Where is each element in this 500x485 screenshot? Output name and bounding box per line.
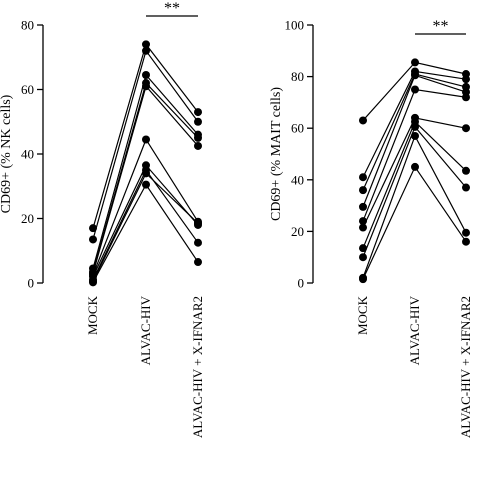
data-point bbox=[411, 58, 419, 67]
data-point bbox=[411, 85, 419, 94]
y-tick-label: 60 bbox=[21, 82, 34, 97]
x-category-label: ALVAC-HIV bbox=[407, 295, 422, 365]
x-category-label: ALVAC-HIV bbox=[138, 295, 153, 365]
y-tick-label: 80 bbox=[291, 69, 304, 84]
data-point bbox=[194, 108, 202, 117]
data-point bbox=[359, 275, 367, 284]
y-tick-label: 0 bbox=[298, 276, 305, 291]
y-axis-label: CD69+ (% MAIT cells) bbox=[269, 87, 284, 221]
y-tick-label: 80 bbox=[21, 18, 34, 33]
x-category-label: ALVAC-HIV + X-IFNAR2 bbox=[458, 296, 473, 438]
x-category-label: ALVAC-HIV + X-IFNAR2 bbox=[190, 296, 205, 438]
data-point bbox=[142, 169, 150, 178]
x-category-label: MOCK bbox=[355, 295, 370, 335]
data-point bbox=[194, 141, 202, 150]
data-point bbox=[194, 238, 202, 247]
data-point bbox=[462, 124, 470, 133]
chart-nk-cells: 0 20 40 60 80 CD69+ (% NK cells) MOCK ALVAC-HIV… bbox=[0, 0, 205, 438]
y-tick-label: 40 bbox=[21, 147, 34, 162]
data-point bbox=[359, 244, 367, 253]
data-point bbox=[142, 135, 150, 144]
data-point bbox=[411, 71, 419, 80]
data-point bbox=[142, 46, 150, 55]
y-tick-label: 60 bbox=[291, 121, 304, 136]
y-tick-label: 20 bbox=[291, 224, 304, 239]
series-line bbox=[362, 134, 467, 279]
series-line bbox=[92, 85, 199, 274]
data-point bbox=[89, 235, 97, 244]
significance-label: ** bbox=[433, 18, 449, 35]
data-point bbox=[142, 70, 150, 79]
data-point bbox=[411, 131, 419, 140]
significance-label: ** bbox=[164, 0, 180, 17]
y-axis-label: CD69+ (% NK cells) bbox=[0, 94, 14, 213]
data-point bbox=[462, 183, 470, 192]
series-line bbox=[92, 172, 199, 282]
data-point bbox=[359, 186, 367, 195]
data-point bbox=[411, 162, 419, 171]
y-tick-label: 0 bbox=[28, 276, 35, 291]
data-point bbox=[359, 202, 367, 211]
data-point bbox=[462, 75, 470, 84]
data-point bbox=[462, 228, 470, 237]
x-category-label: MOCK bbox=[85, 295, 100, 335]
data-point bbox=[142, 82, 150, 91]
data-point bbox=[359, 223, 367, 232]
y-tick-label: 20 bbox=[21, 211, 34, 226]
data-point bbox=[194, 258, 202, 267]
data-point bbox=[359, 253, 367, 262]
data-point bbox=[462, 166, 470, 175]
chart-mait-cells: 0 20 40 60 80 100 CD69+ (% MAIT cells) MOCK ALVA… bbox=[269, 18, 473, 439]
data-point bbox=[462, 237, 470, 246]
y-tick-label: 40 bbox=[291, 172, 304, 187]
series-line bbox=[362, 165, 467, 280]
data-point bbox=[411, 122, 419, 131]
series-line bbox=[362, 120, 467, 249]
data-point bbox=[359, 116, 367, 125]
data-point bbox=[194, 133, 202, 142]
data-point bbox=[462, 93, 470, 102]
data-point bbox=[142, 40, 150, 49]
data-point bbox=[194, 117, 202, 126]
y-tick-label: 100 bbox=[285, 18, 305, 33]
data-point bbox=[194, 219, 202, 228]
data-point bbox=[359, 173, 367, 182]
data-point bbox=[89, 278, 97, 287]
data-point bbox=[142, 180, 150, 189]
